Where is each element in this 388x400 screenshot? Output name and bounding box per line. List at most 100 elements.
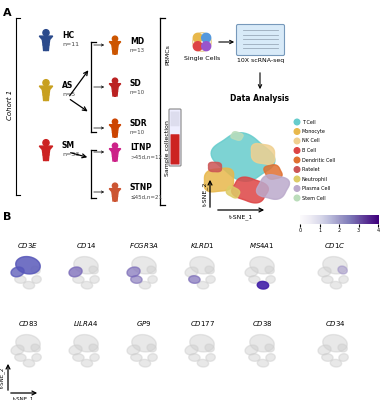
Polygon shape — [256, 175, 289, 199]
Polygon shape — [73, 276, 84, 283]
Text: Neutrophil: Neutrophil — [302, 176, 328, 182]
Circle shape — [113, 78, 118, 83]
Polygon shape — [89, 266, 98, 274]
Polygon shape — [90, 354, 99, 361]
Polygon shape — [257, 359, 268, 367]
Polygon shape — [109, 125, 121, 132]
Text: A: A — [3, 8, 12, 18]
Polygon shape — [32, 354, 41, 361]
Text: $\it{CD3E}$: $\it{CD3E}$ — [17, 241, 38, 250]
Polygon shape — [318, 267, 331, 277]
Polygon shape — [189, 276, 200, 283]
Text: n=33: n=33 — [62, 152, 79, 158]
Polygon shape — [189, 276, 200, 283]
Polygon shape — [43, 155, 49, 160]
Text: $\it{CD14}$: $\it{CD14}$ — [76, 241, 96, 250]
Circle shape — [113, 119, 118, 124]
Circle shape — [113, 183, 118, 188]
Circle shape — [294, 119, 300, 125]
FancyBboxPatch shape — [170, 112, 180, 126]
Circle shape — [294, 138, 300, 144]
Text: n=11: n=11 — [62, 42, 79, 48]
Polygon shape — [69, 267, 82, 277]
Text: $\it{GP9}$: $\it{GP9}$ — [136, 319, 152, 328]
Text: PBMCs: PBMCs — [166, 44, 170, 66]
Text: SDR: SDR — [130, 120, 147, 128]
Circle shape — [294, 148, 300, 153]
Polygon shape — [206, 354, 215, 361]
Polygon shape — [226, 186, 240, 198]
Text: T Cell: T Cell — [302, 120, 315, 124]
Polygon shape — [39, 36, 53, 45]
Polygon shape — [109, 149, 121, 156]
Polygon shape — [15, 354, 26, 361]
Polygon shape — [90, 276, 99, 283]
Polygon shape — [264, 165, 282, 179]
Polygon shape — [31, 344, 40, 352]
Polygon shape — [232, 177, 268, 203]
Polygon shape — [322, 276, 333, 283]
Text: n=5: n=5 — [62, 92, 75, 98]
Text: $\it{CD38}$: $\it{CD38}$ — [252, 319, 272, 328]
Polygon shape — [132, 334, 156, 352]
Circle shape — [113, 36, 118, 42]
Circle shape — [294, 195, 300, 201]
Polygon shape — [148, 354, 157, 361]
Text: Monocyte: Monocyte — [302, 129, 326, 134]
Text: t-SNE_1: t-SNE_1 — [13, 396, 35, 400]
Polygon shape — [11, 345, 24, 355]
Polygon shape — [338, 266, 347, 274]
Polygon shape — [330, 359, 341, 367]
Polygon shape — [39, 146, 53, 155]
Polygon shape — [147, 344, 156, 352]
Polygon shape — [250, 256, 274, 274]
Text: n=10: n=10 — [130, 90, 145, 94]
Text: ≤45d,n=21: ≤45d,n=21 — [130, 194, 162, 200]
Text: Single Cells: Single Cells — [184, 56, 220, 61]
Text: t-SNE_1: t-SNE_1 — [229, 214, 253, 220]
Polygon shape — [318, 345, 331, 355]
Polygon shape — [113, 49, 118, 54]
FancyBboxPatch shape — [237, 24, 284, 56]
Polygon shape — [204, 168, 234, 192]
Text: n=10: n=10 — [130, 130, 145, 136]
Polygon shape — [266, 354, 275, 361]
Polygon shape — [73, 354, 84, 361]
Polygon shape — [109, 84, 121, 91]
Polygon shape — [257, 281, 268, 289]
Circle shape — [294, 157, 300, 163]
Polygon shape — [185, 345, 198, 355]
Polygon shape — [323, 334, 347, 352]
Circle shape — [202, 42, 211, 51]
Polygon shape — [23, 281, 35, 289]
Circle shape — [43, 80, 49, 86]
Polygon shape — [69, 267, 82, 277]
Polygon shape — [31, 266, 40, 274]
Text: SM: SM — [62, 140, 75, 150]
Text: $\it{FCGR3A}$: $\it{FCGR3A}$ — [129, 241, 159, 250]
Polygon shape — [109, 189, 121, 196]
Polygon shape — [43, 45, 49, 50]
Text: Data Analysis: Data Analysis — [230, 94, 289, 103]
Text: $\it{LILRA4}$: $\it{LILRA4}$ — [73, 319, 99, 328]
Text: Sample collection: Sample collection — [166, 120, 170, 176]
Polygon shape — [132, 256, 156, 274]
FancyBboxPatch shape — [169, 109, 181, 166]
Polygon shape — [16, 256, 40, 274]
Polygon shape — [265, 266, 274, 274]
Text: Stem Cell: Stem Cell — [302, 196, 326, 200]
Polygon shape — [322, 354, 333, 361]
Circle shape — [294, 176, 300, 182]
Polygon shape — [189, 354, 200, 361]
Polygon shape — [131, 354, 142, 361]
Text: $\it{CD177}$: $\it{CD177}$ — [189, 319, 215, 328]
Text: $\it{CD34}$: $\it{CD34}$ — [325, 319, 345, 328]
Polygon shape — [131, 276, 142, 283]
Polygon shape — [206, 276, 215, 283]
Polygon shape — [147, 266, 156, 274]
Polygon shape — [265, 344, 274, 352]
Polygon shape — [211, 133, 275, 181]
FancyBboxPatch shape — [170, 134, 180, 164]
Polygon shape — [15, 276, 26, 283]
Polygon shape — [139, 281, 151, 289]
